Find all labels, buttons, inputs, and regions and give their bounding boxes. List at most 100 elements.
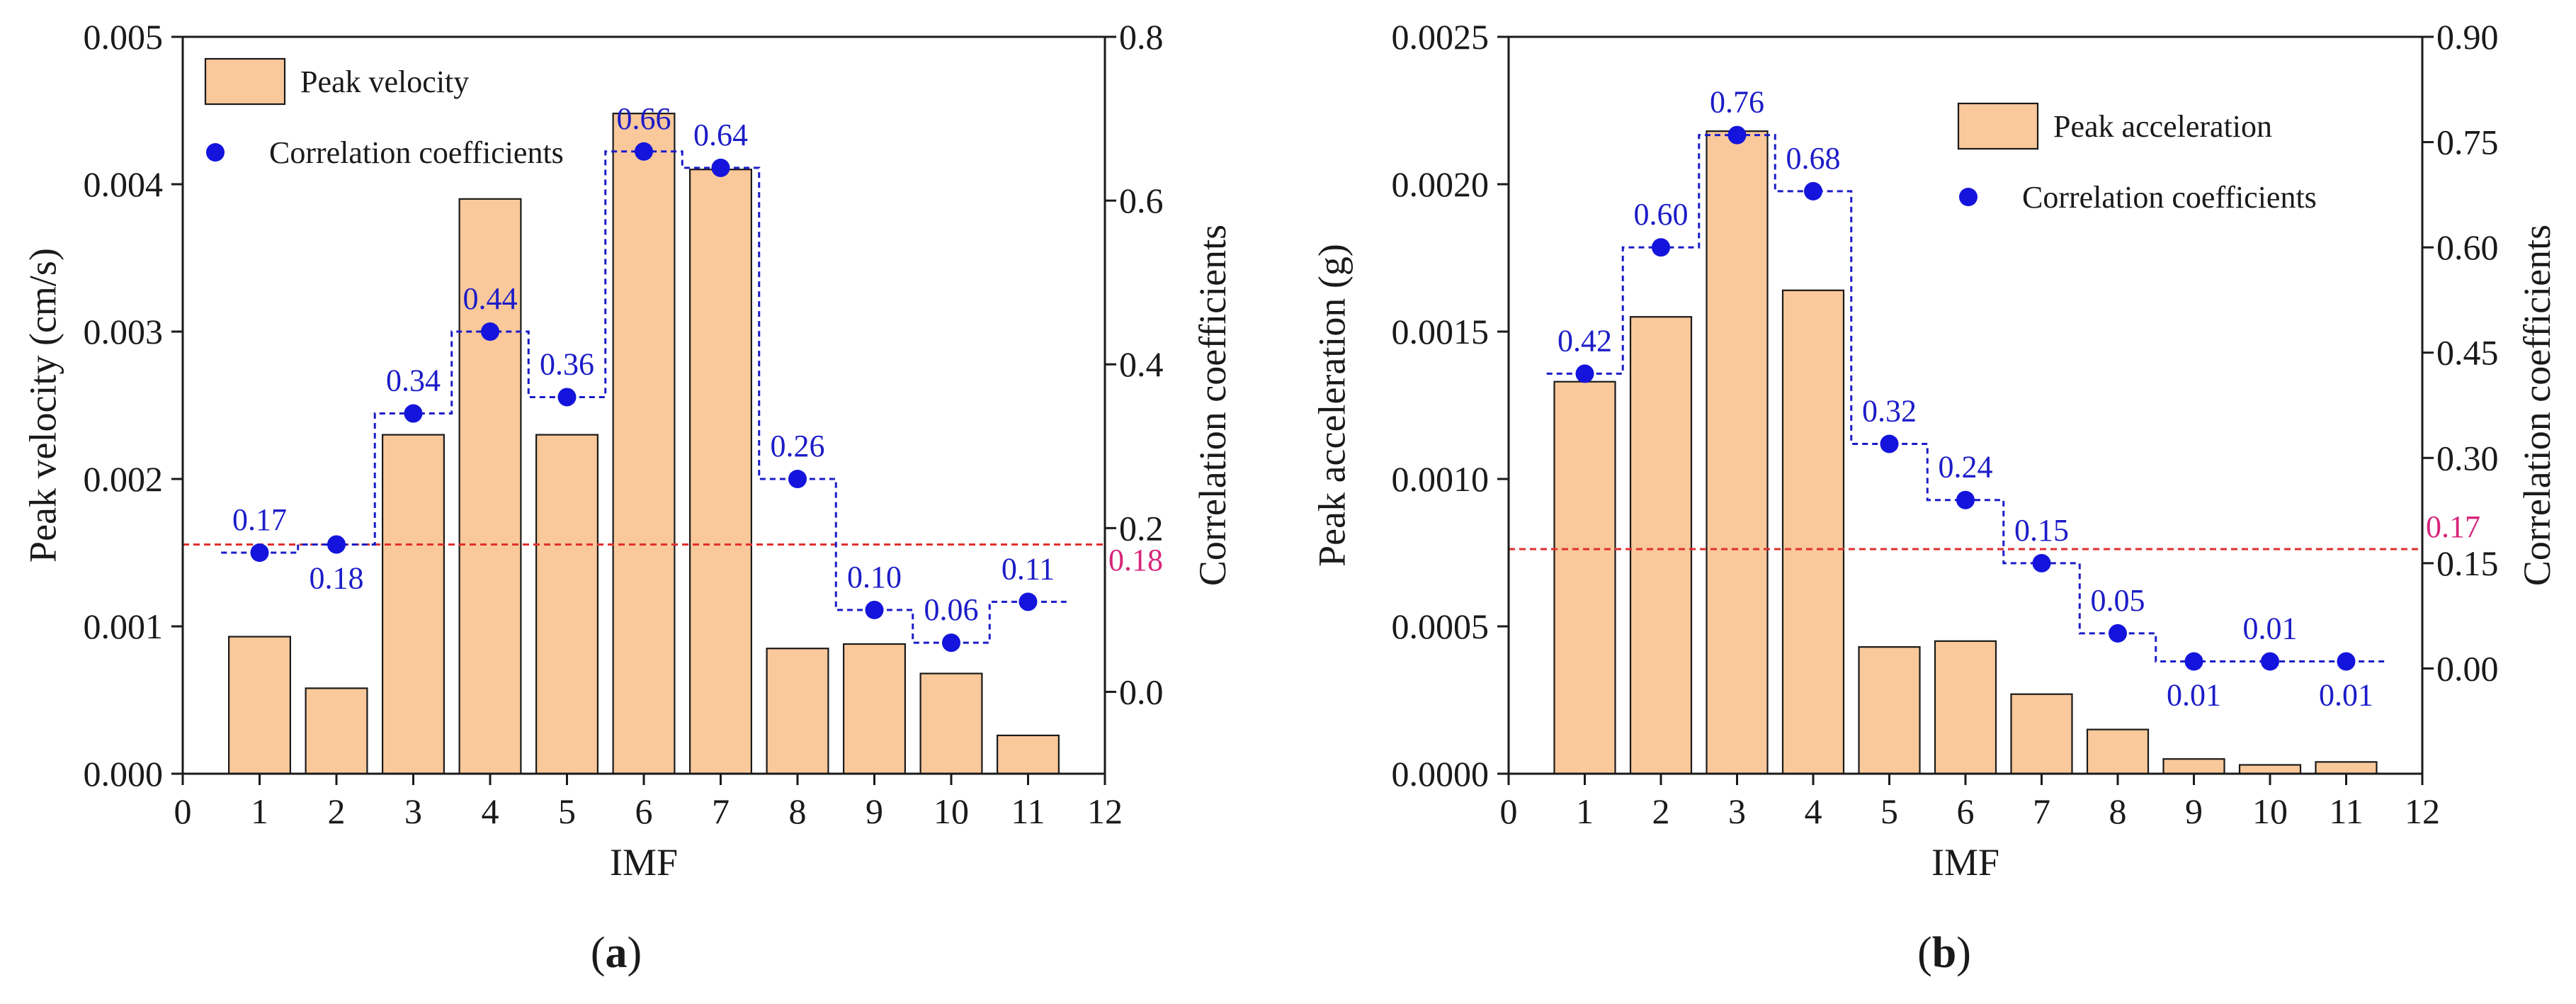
x-axis-title: IMF	[610, 841, 678, 884]
correlation-point-imf-7	[711, 158, 730, 177]
x-tick-label: 9	[2185, 791, 2203, 831]
legend-points-label: Correlation coefficients	[269, 135, 564, 170]
legend-bar-swatch	[204, 57, 286, 106]
y-left-tick-label: 0.0025	[1392, 17, 1490, 57]
bar-imf-9	[842, 643, 906, 775]
y-left-tick-label: 0.003	[84, 312, 164, 351]
x-axis-title: IMF	[1931, 841, 1999, 884]
x-tick-label: 3	[404, 791, 422, 831]
correlation-point-imf-5	[557, 388, 577, 407]
correlation-label-imf-9: 0.10	[847, 560, 902, 594]
correlation-label-imf-4: 0.44	[463, 281, 518, 316]
y-right-tick-label: 0.00	[2436, 648, 2499, 688]
bar-imf-8	[766, 648, 829, 775]
correlation-point-imf-6	[635, 142, 653, 161]
x-tick-label: 4	[482, 791, 499, 831]
panel-label-close: )	[1956, 929, 1971, 977]
x-tick-label: 2	[1652, 791, 1670, 831]
correlation-point-imf-5	[1880, 434, 1899, 453]
chart-panel-b: 0.42 0.60 0.76 0.68 0.32 0.24 0.15 0.05 0.01 0.01…	[1310, 17, 2558, 977]
bar-imf-10	[2238, 764, 2302, 775]
correlation-point-imf-9	[865, 600, 884, 619]
correlation-label-imf-7: 0.64	[693, 118, 748, 152]
correlation-point-imf-6	[1956, 490, 1975, 509]
bar-imf-1	[228, 636, 292, 775]
chart-panel-a: 0.170.180.340.440.360.66 0.640.260.100.06…	[21, 17, 1234, 977]
panel-label-open: (	[591, 929, 606, 977]
y-left-tick-label: 0.002	[84, 459, 164, 499]
correlation-label-imf-8: 0.05	[2091, 583, 2145, 618]
correlation-label-imf-9: 0.01	[2167, 678, 2221, 713]
bar-imf-5	[1858, 646, 1921, 775]
x-tick-label: 4	[1805, 791, 1822, 831]
x-tick-label: 3	[1728, 791, 1746, 831]
x-tick-label: 7	[712, 791, 730, 831]
y-right-tick-label: 0.2	[1119, 508, 1164, 548]
bar-imf-7	[2010, 693, 2073, 775]
correlation-point-imf-1	[1575, 364, 1594, 383]
correlation-label-imf-2: 0.18	[310, 560, 364, 595]
correlation-point-imf-8	[2109, 624, 2127, 643]
x-tick-label: 8	[2109, 791, 2127, 831]
legend-points-label: Correlation coefficients	[2022, 180, 2317, 215]
correlation-label-imf-11: 0.01	[2319, 678, 2373, 713]
correlation-label-imf-5: 0.32	[1862, 393, 1917, 428]
bar-imf-8	[2086, 728, 2150, 775]
correlation-point-imf-3	[1727, 125, 1747, 145]
bar-imf-11	[996, 734, 1060, 775]
y-left-tick-label: 0.0005	[1392, 607, 1490, 646]
panel-label: (b)	[1917, 929, 1971, 977]
x-tick-label: 11	[1011, 791, 1045, 831]
panel-label: (a)	[591, 929, 642, 977]
legend-point-swatch	[1959, 188, 1978, 206]
correlation-point-imf-11	[1019, 592, 1038, 611]
x-tick-label: 10	[934, 791, 969, 831]
legend: Peak acceleration Correlation coefficient…	[1957, 102, 2317, 215]
panel-label-open: (	[1917, 929, 1932, 977]
legend-bar-label: Peak velocity	[300, 64, 469, 99]
correlation-label-imf-3: 0.76	[1710, 85, 1764, 120]
y-right-tick-label: 0.90	[2436, 17, 2499, 57]
x-tick-label: 6	[635, 791, 653, 831]
panel-label-close: )	[628, 929, 642, 977]
correlation-point-imf-1	[250, 543, 269, 562]
x-tick-label: 12	[2405, 791, 2440, 831]
legend-bar-swatch	[1957, 102, 2039, 150]
correlation-point-imf-9	[2184, 652, 2203, 671]
y-right-tick-label: 0.60	[2436, 227, 2499, 267]
y-right-tick-label: 0.4	[1119, 344, 1164, 384]
correlation-point-imf-7	[2032, 553, 2051, 572]
x-tick-label: 0	[1500, 791, 1518, 831]
x-tick-label: 5	[1880, 791, 1898, 831]
bar-imf-4	[1781, 289, 1845, 775]
y-right-tick-label: 0.15	[2436, 543, 2499, 583]
correlation-label-imf-7: 0.15	[2014, 513, 2069, 548]
x-tick-label: 10	[2252, 791, 2288, 831]
y-left-tick-label: 0.0020	[1392, 164, 1490, 204]
correlation-point-imf-4	[1804, 181, 1822, 201]
y-left-tick-label: 0.000	[84, 754, 164, 794]
x-tick-label: 1	[1576, 791, 1594, 831]
y-left-tick-label: 0.001	[84, 607, 164, 646]
correlation-label-imf-6: 0.66	[617, 101, 671, 136]
bar-imf-6	[1934, 640, 1997, 775]
correlation-step-line	[1546, 134, 2385, 663]
y-right-tick-label: 0.75	[2436, 123, 2499, 162]
correlation-label-imf-10: 0.01	[2243, 611, 2298, 646]
y-right-tick-label: 0.45	[2436, 333, 2499, 373]
threshold-label: 0.17	[2426, 509, 2480, 544]
correlation-label-imf-8: 0.26	[771, 429, 825, 463]
bar-imf-4	[458, 198, 522, 775]
bar-imf-3	[381, 434, 445, 775]
correlation-label-imf-6: 0.24	[1939, 450, 1993, 485]
y-right-tick-label: 0.30	[2436, 438, 2499, 478]
y-right-axis-title: Correlation coefficients	[2516, 225, 2558, 586]
bar-imf-1	[1553, 380, 1616, 775]
correlation-label-imf-1: 0.42	[1557, 323, 1612, 358]
threshold-label: 0.18	[1108, 543, 1163, 577]
x-tick-label: 2	[328, 791, 346, 831]
bar-imf-2	[305, 687, 368, 775]
x-tick-label: 6	[1957, 791, 1975, 831]
legend: Peak velocity Correlation coefficients	[204, 57, 564, 170]
x-tick-label: 12	[1087, 791, 1123, 831]
